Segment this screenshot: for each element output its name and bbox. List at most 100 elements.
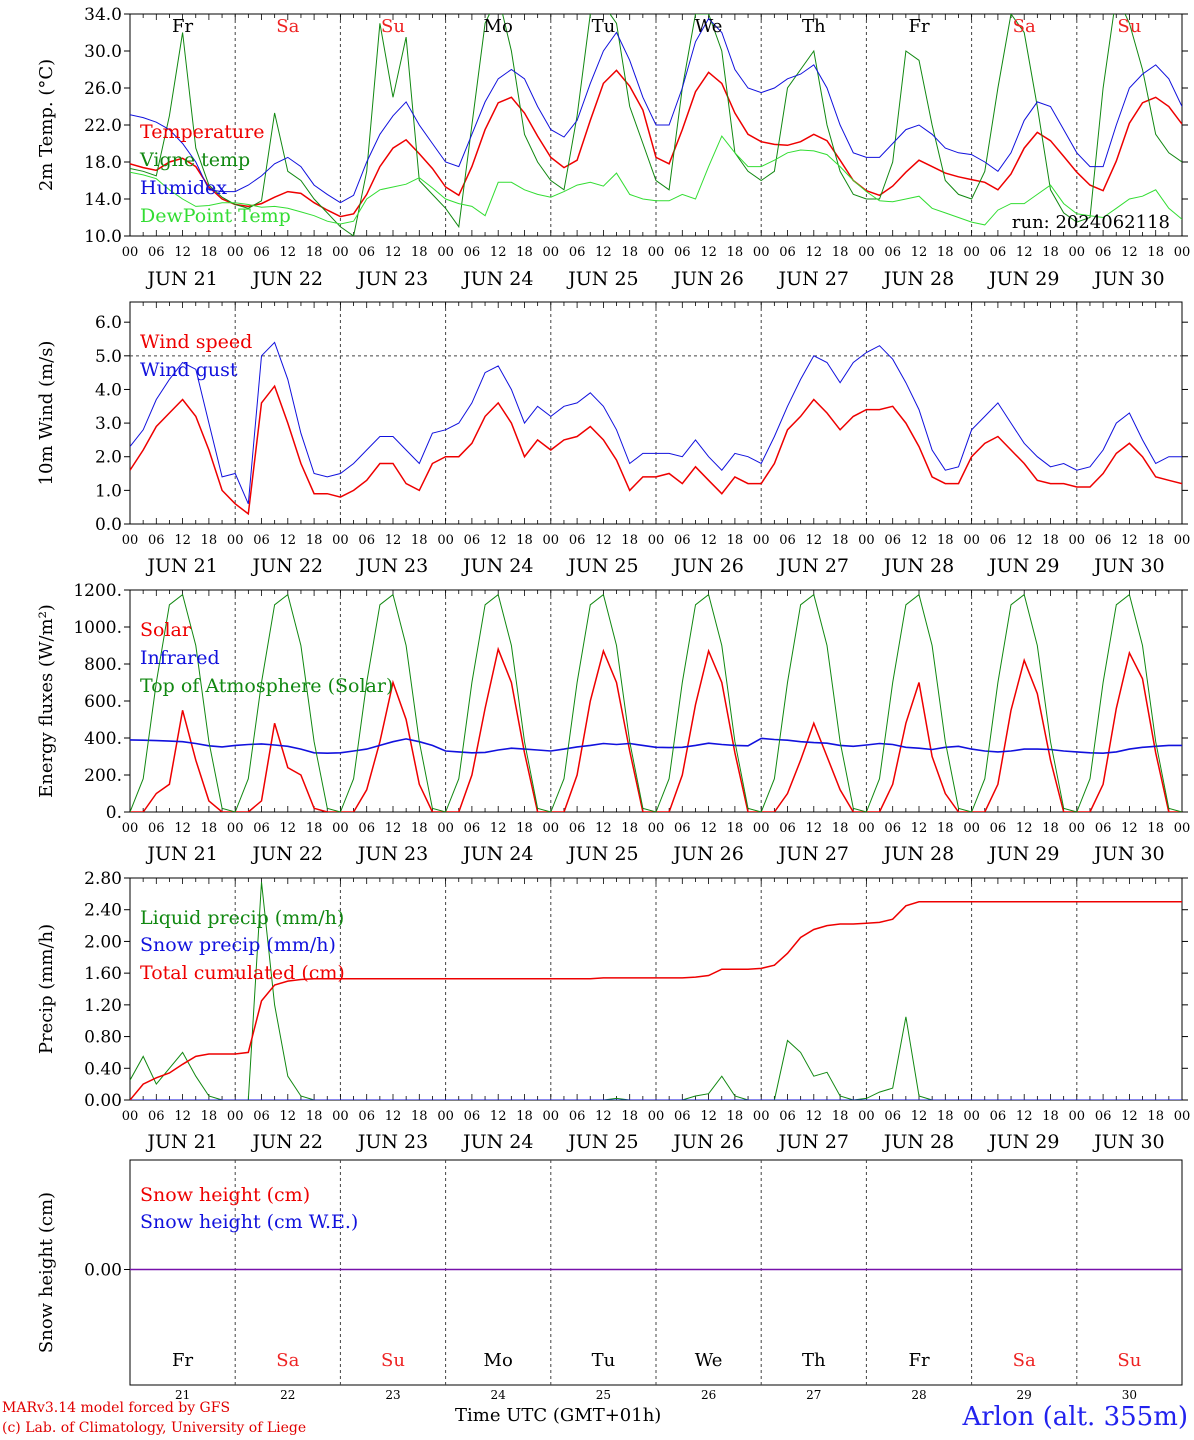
- series-line: [130, 901, 1182, 1100]
- y-tick-label: 22.0: [84, 116, 122, 136]
- hour-tick-label: 00: [648, 821, 665, 836]
- hour-tick-label: 12: [490, 533, 507, 548]
- hour-tick-label: 12: [595, 533, 612, 548]
- date-label: JUN 28: [882, 1131, 954, 1153]
- y-tick-label: 1.60: [84, 964, 122, 984]
- y-axis-label: 2m Temp. (°C): [36, 59, 57, 191]
- hour-tick-label: 18: [411, 245, 428, 260]
- hour-tick-label: 12: [806, 1109, 823, 1124]
- hour-tick-label: 00: [858, 245, 875, 260]
- hour-tick-label: 06: [148, 1109, 165, 1124]
- hour-tick-label: 18: [201, 533, 218, 548]
- hour-tick-label: 06: [779, 1109, 796, 1124]
- hour-tick-label: 18: [727, 245, 744, 260]
- hour-tick-label: 00: [122, 245, 139, 260]
- hour-tick-label: 00: [1174, 821, 1191, 836]
- day-name-label: Sa: [1013, 16, 1036, 37]
- legend-entry: Temperature: [140, 121, 264, 143]
- legend-entry: Snow precip (mm/h): [140, 934, 336, 956]
- hour-tick-label: 18: [1147, 1109, 1164, 1124]
- hour-tick-label: 00: [753, 821, 770, 836]
- hour-tick-label: 18: [411, 533, 428, 548]
- hour-tick-label: 06: [1095, 1109, 1112, 1124]
- hour-tick-label: 00: [332, 245, 349, 260]
- hour-tick-label: 00: [437, 821, 454, 836]
- hour-tick-label: 06: [253, 245, 270, 260]
- legend-entry: Top of Atmosphere (Solar): [140, 675, 393, 697]
- y-tick-label: 600.: [84, 692, 122, 712]
- legend-entry: Snow height (cm): [140, 1184, 310, 1206]
- day-number-label: 28: [911, 1388, 926, 1400]
- hour-tick-label: 18: [306, 1109, 323, 1124]
- hour-tick-label: 12: [911, 821, 928, 836]
- hour-tick-label: 12: [1016, 245, 1033, 260]
- date-label: JUN 24: [461, 843, 533, 865]
- hour-tick-label: 18: [1147, 245, 1164, 260]
- hour-tick-label: 00: [1069, 533, 1086, 548]
- hour-tick-label: 12: [700, 1109, 717, 1124]
- hour-tick-label: 18: [832, 533, 849, 548]
- day-name-label: Fr: [172, 1350, 193, 1371]
- hour-tick-label: 12: [280, 821, 297, 836]
- hour-tick-label: 06: [674, 821, 691, 836]
- date-label: JUN 21: [145, 843, 217, 865]
- hour-tick-label: 12: [280, 1109, 297, 1124]
- hour-tick-label: 00: [437, 245, 454, 260]
- y-tick-label: 6.0: [95, 313, 122, 333]
- hour-tick-label: 06: [569, 245, 586, 260]
- hour-tick-label: 18: [621, 821, 638, 836]
- hour-tick-label: 00: [858, 533, 875, 548]
- hour-tick-label: 06: [990, 245, 1007, 260]
- date-label: JUN 24: [461, 1131, 533, 1153]
- legend-entry: Wind speed: [140, 331, 252, 353]
- series-line: [130, 17, 1182, 204]
- date-label: JUN 27: [777, 268, 849, 290]
- series-line: [130, 384, 1182, 516]
- hour-tick-label: 06: [464, 1109, 481, 1124]
- hour-tick-label: 00: [648, 533, 665, 548]
- y-axis-label: 10m Wind (m/s): [36, 341, 57, 486]
- date-label: JUN 23: [356, 1131, 428, 1153]
- y-tick-label: 26.0: [84, 79, 122, 99]
- hour-tick-label: 00: [753, 245, 770, 260]
- day-number-label: 30: [1122, 1388, 1137, 1400]
- hour-tick-label: 18: [516, 821, 533, 836]
- date-label: JUN 29: [987, 268, 1059, 290]
- hour-tick-label: 12: [806, 245, 823, 260]
- day-number-label: 27: [806, 1388, 821, 1400]
- day-name-label: Mo: [484, 16, 513, 37]
- day-number-label: 26: [701, 1388, 716, 1400]
- hour-tick-label: 06: [569, 533, 586, 548]
- hour-tick-label: 00: [963, 245, 980, 260]
- legend-entry: Total cumulated (cm): [140, 962, 345, 984]
- y-tick-label: 200.: [84, 766, 122, 786]
- hour-tick-label: 06: [358, 821, 375, 836]
- hour-tick-label: 06: [148, 245, 165, 260]
- hour-tick-label: 00: [332, 1109, 349, 1124]
- hour-tick-label: 06: [148, 533, 165, 548]
- hour-tick-label: 12: [174, 1109, 191, 1124]
- y-tick-label: 0.40: [84, 1059, 122, 1079]
- hour-tick-label: 18: [306, 245, 323, 260]
- hour-tick-label: 12: [280, 245, 297, 260]
- hour-tick-label: 06: [674, 245, 691, 260]
- day-number-label: 25: [596, 1388, 611, 1400]
- series-line: [130, 341, 1182, 504]
- hour-tick-label: 00: [227, 533, 244, 548]
- hour-tick-label: 18: [727, 1109, 744, 1124]
- hour-tick-label: 18: [1042, 1109, 1059, 1124]
- hour-tick-label: 06: [253, 821, 270, 836]
- hour-tick-label: 06: [674, 1109, 691, 1124]
- date-label: JUN 29: [987, 555, 1059, 577]
- series-line: [130, 14, 1182, 236]
- date-label: JUN 30: [1092, 843, 1164, 865]
- day-number-label: 24: [491, 1388, 507, 1400]
- day-name-label: We: [695, 16, 723, 37]
- lab-credit: (c) Lab. of Climatology, University of L…: [2, 1420, 307, 1436]
- y-tick-label: 0.80: [84, 1028, 122, 1048]
- date-label: JUN 26: [671, 1131, 743, 1153]
- hour-tick-label: 12: [595, 245, 612, 260]
- hour-tick-label: 18: [621, 533, 638, 548]
- hour-tick-label: 12: [490, 245, 507, 260]
- legend-entry: Vigne temp: [139, 149, 250, 171]
